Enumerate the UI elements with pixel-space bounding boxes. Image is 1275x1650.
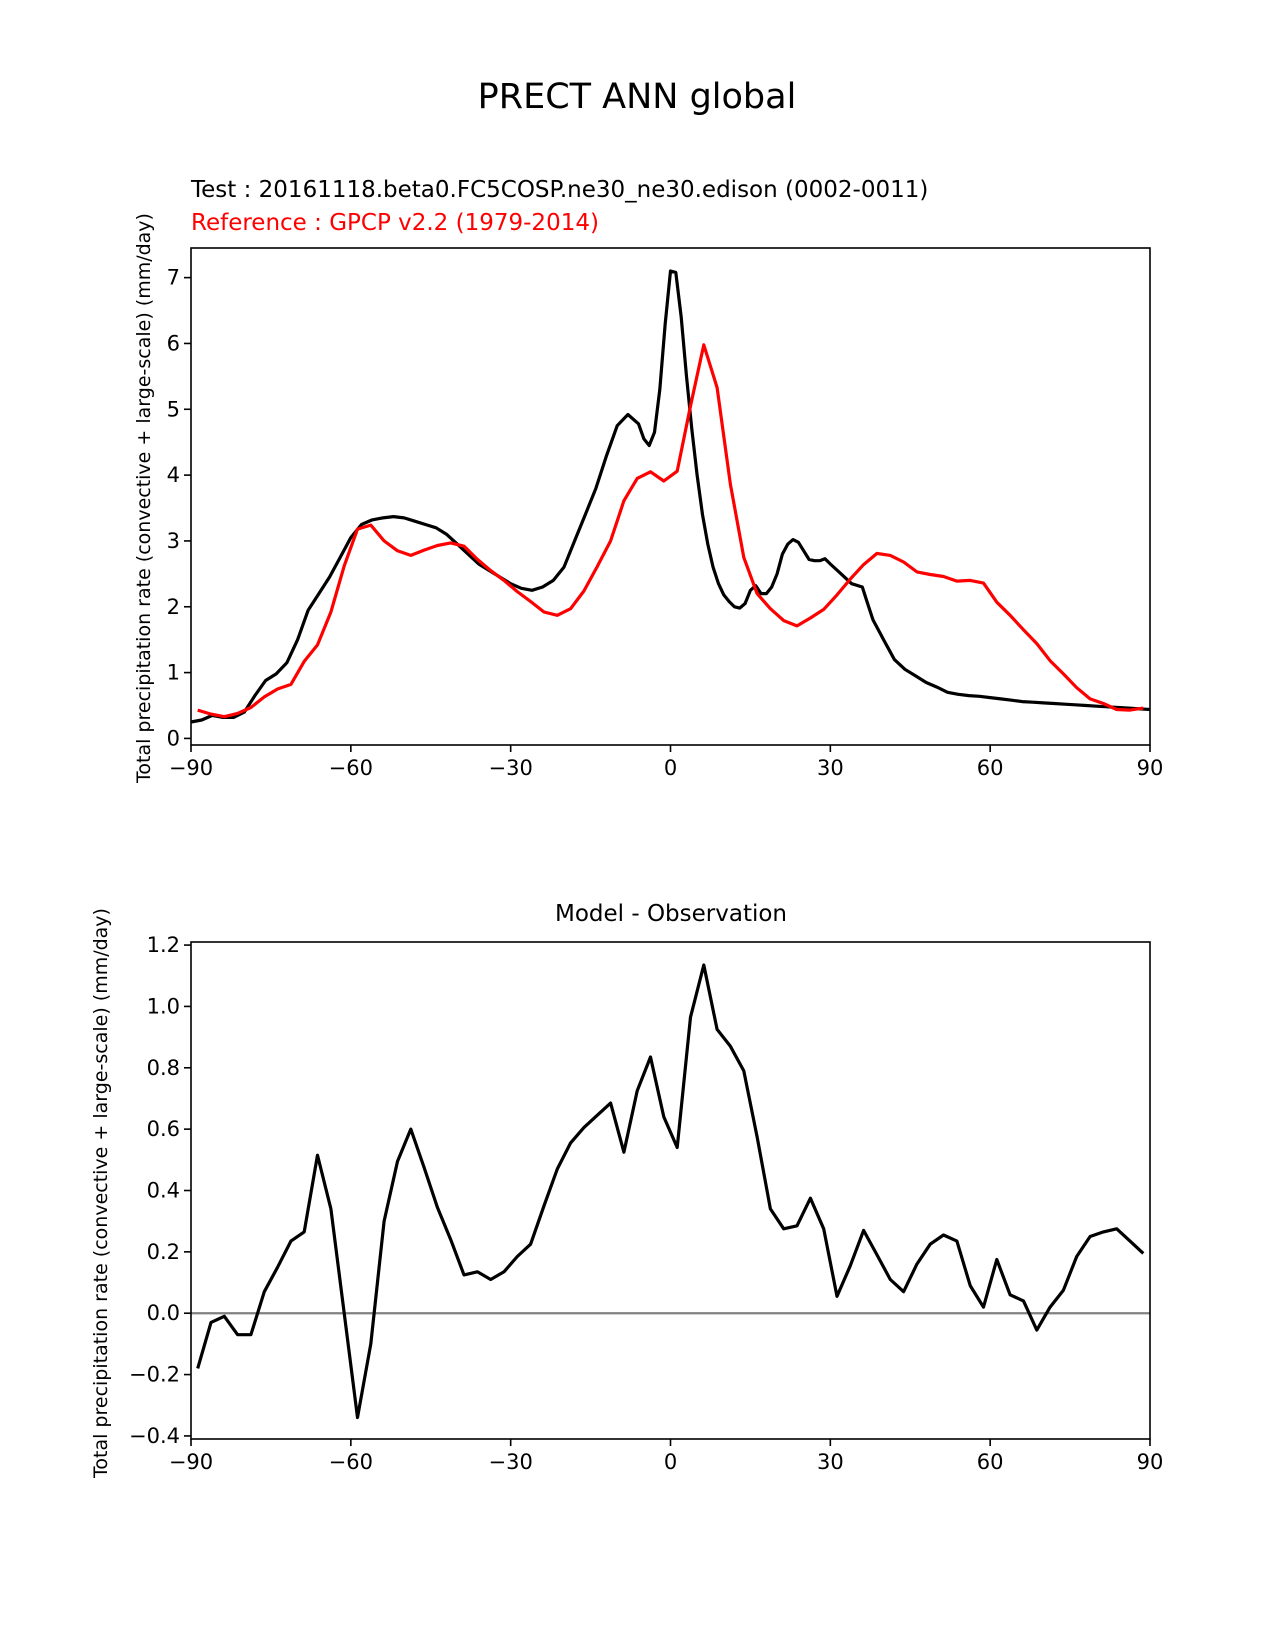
top-y-axis-label: Total precipitation rate (convective + l…	[133, 213, 155, 784]
bottom-y-tick-label: 1.2	[147, 933, 180, 957]
top-y-tick-label: 7	[167, 266, 180, 290]
top-x-tick-label: 0	[664, 756, 677, 780]
top-x-tick-label: −30	[489, 756, 533, 780]
top-x-tick-label: 30	[817, 756, 844, 780]
bottom-y-tick-label: 0.4	[147, 1179, 180, 1203]
bottom-x-tick-label: 30	[817, 1450, 844, 1474]
top-test-label: Test : 20161118.beta0.FC5COSP.ne30_ne30.…	[190, 177, 928, 203]
bottom-y-tick-label: −0.2	[129, 1363, 180, 1387]
top-plot-frame	[190, 247, 1151, 746]
bottom-x-tick-label: 0	[664, 1450, 677, 1474]
bottom-plot-frame	[190, 941, 1151, 1440]
top-series-reference-line	[197, 343, 1144, 719]
top-y-tick-label: 2	[167, 595, 180, 619]
bottom-y-tick-label: 0.6	[147, 1117, 180, 1141]
bottom-chart-title: Model - Observation	[555, 901, 787, 927]
top-y-tick-label: 6	[167, 331, 180, 355]
bottom-chart: Model - Observation Total precipitation …	[90, 901, 1163, 1479]
bottom-y-tick-label: −0.4	[129, 1424, 180, 1448]
bottom-x-tick-label: 90	[1137, 1450, 1164, 1474]
top-y-tick-label: 0	[167, 726, 180, 750]
bottom-x-tick-label: −60	[329, 1450, 373, 1474]
bottom-y-tick-label: 0.8	[147, 1056, 180, 1080]
bottom-x-tick-label: 60	[977, 1450, 1004, 1474]
bottom-y-axis-label: Total precipitation rate (convective + l…	[90, 908, 112, 1479]
top-plot-area: −90 −60 −30 0 30 60 90 0 1 2 3 4 5 6 7	[167, 247, 1164, 780]
top-reference-label: Reference : GPCP v2.2 (1979-2014)	[191, 210, 599, 236]
bottom-y-tick-label: 0.0	[147, 1301, 180, 1325]
figure-title: PRECT ANN global	[478, 77, 797, 117]
top-y-tick-label: 3	[167, 529, 180, 553]
top-y-tick-label: 1	[167, 661, 180, 685]
bottom-plot-area: −90 −60 −30 0 30 60 90 −0.4 −0.2 0.0 0.2 0.4 0.6 0.8 1…	[129, 933, 1163, 1474]
bottom-x-tick-label: −30	[489, 1450, 533, 1474]
bottom-y-tick-label: 0.2	[147, 1240, 180, 1264]
bottom-x-tick-label: −90	[169, 1450, 213, 1474]
bottom-series-diff-line	[196, 963, 1145, 1420]
top-x-tick-label: 60	[977, 756, 1004, 780]
top-y-tick-label: 4	[167, 463, 180, 487]
bottom-y-tick-label: 1.0	[147, 994, 180, 1018]
top-x-tick-label: 90	[1137, 756, 1164, 780]
top-x-tick-label: −60	[329, 756, 373, 780]
top-y-tick-label: 5	[167, 397, 180, 421]
top-series-test-line	[190, 269, 1151, 724]
top-chart: Test : 20161118.beta0.FC5COSP.ne30_ne30.…	[133, 177, 1163, 784]
top-x-tick-label: −90	[169, 756, 213, 780]
